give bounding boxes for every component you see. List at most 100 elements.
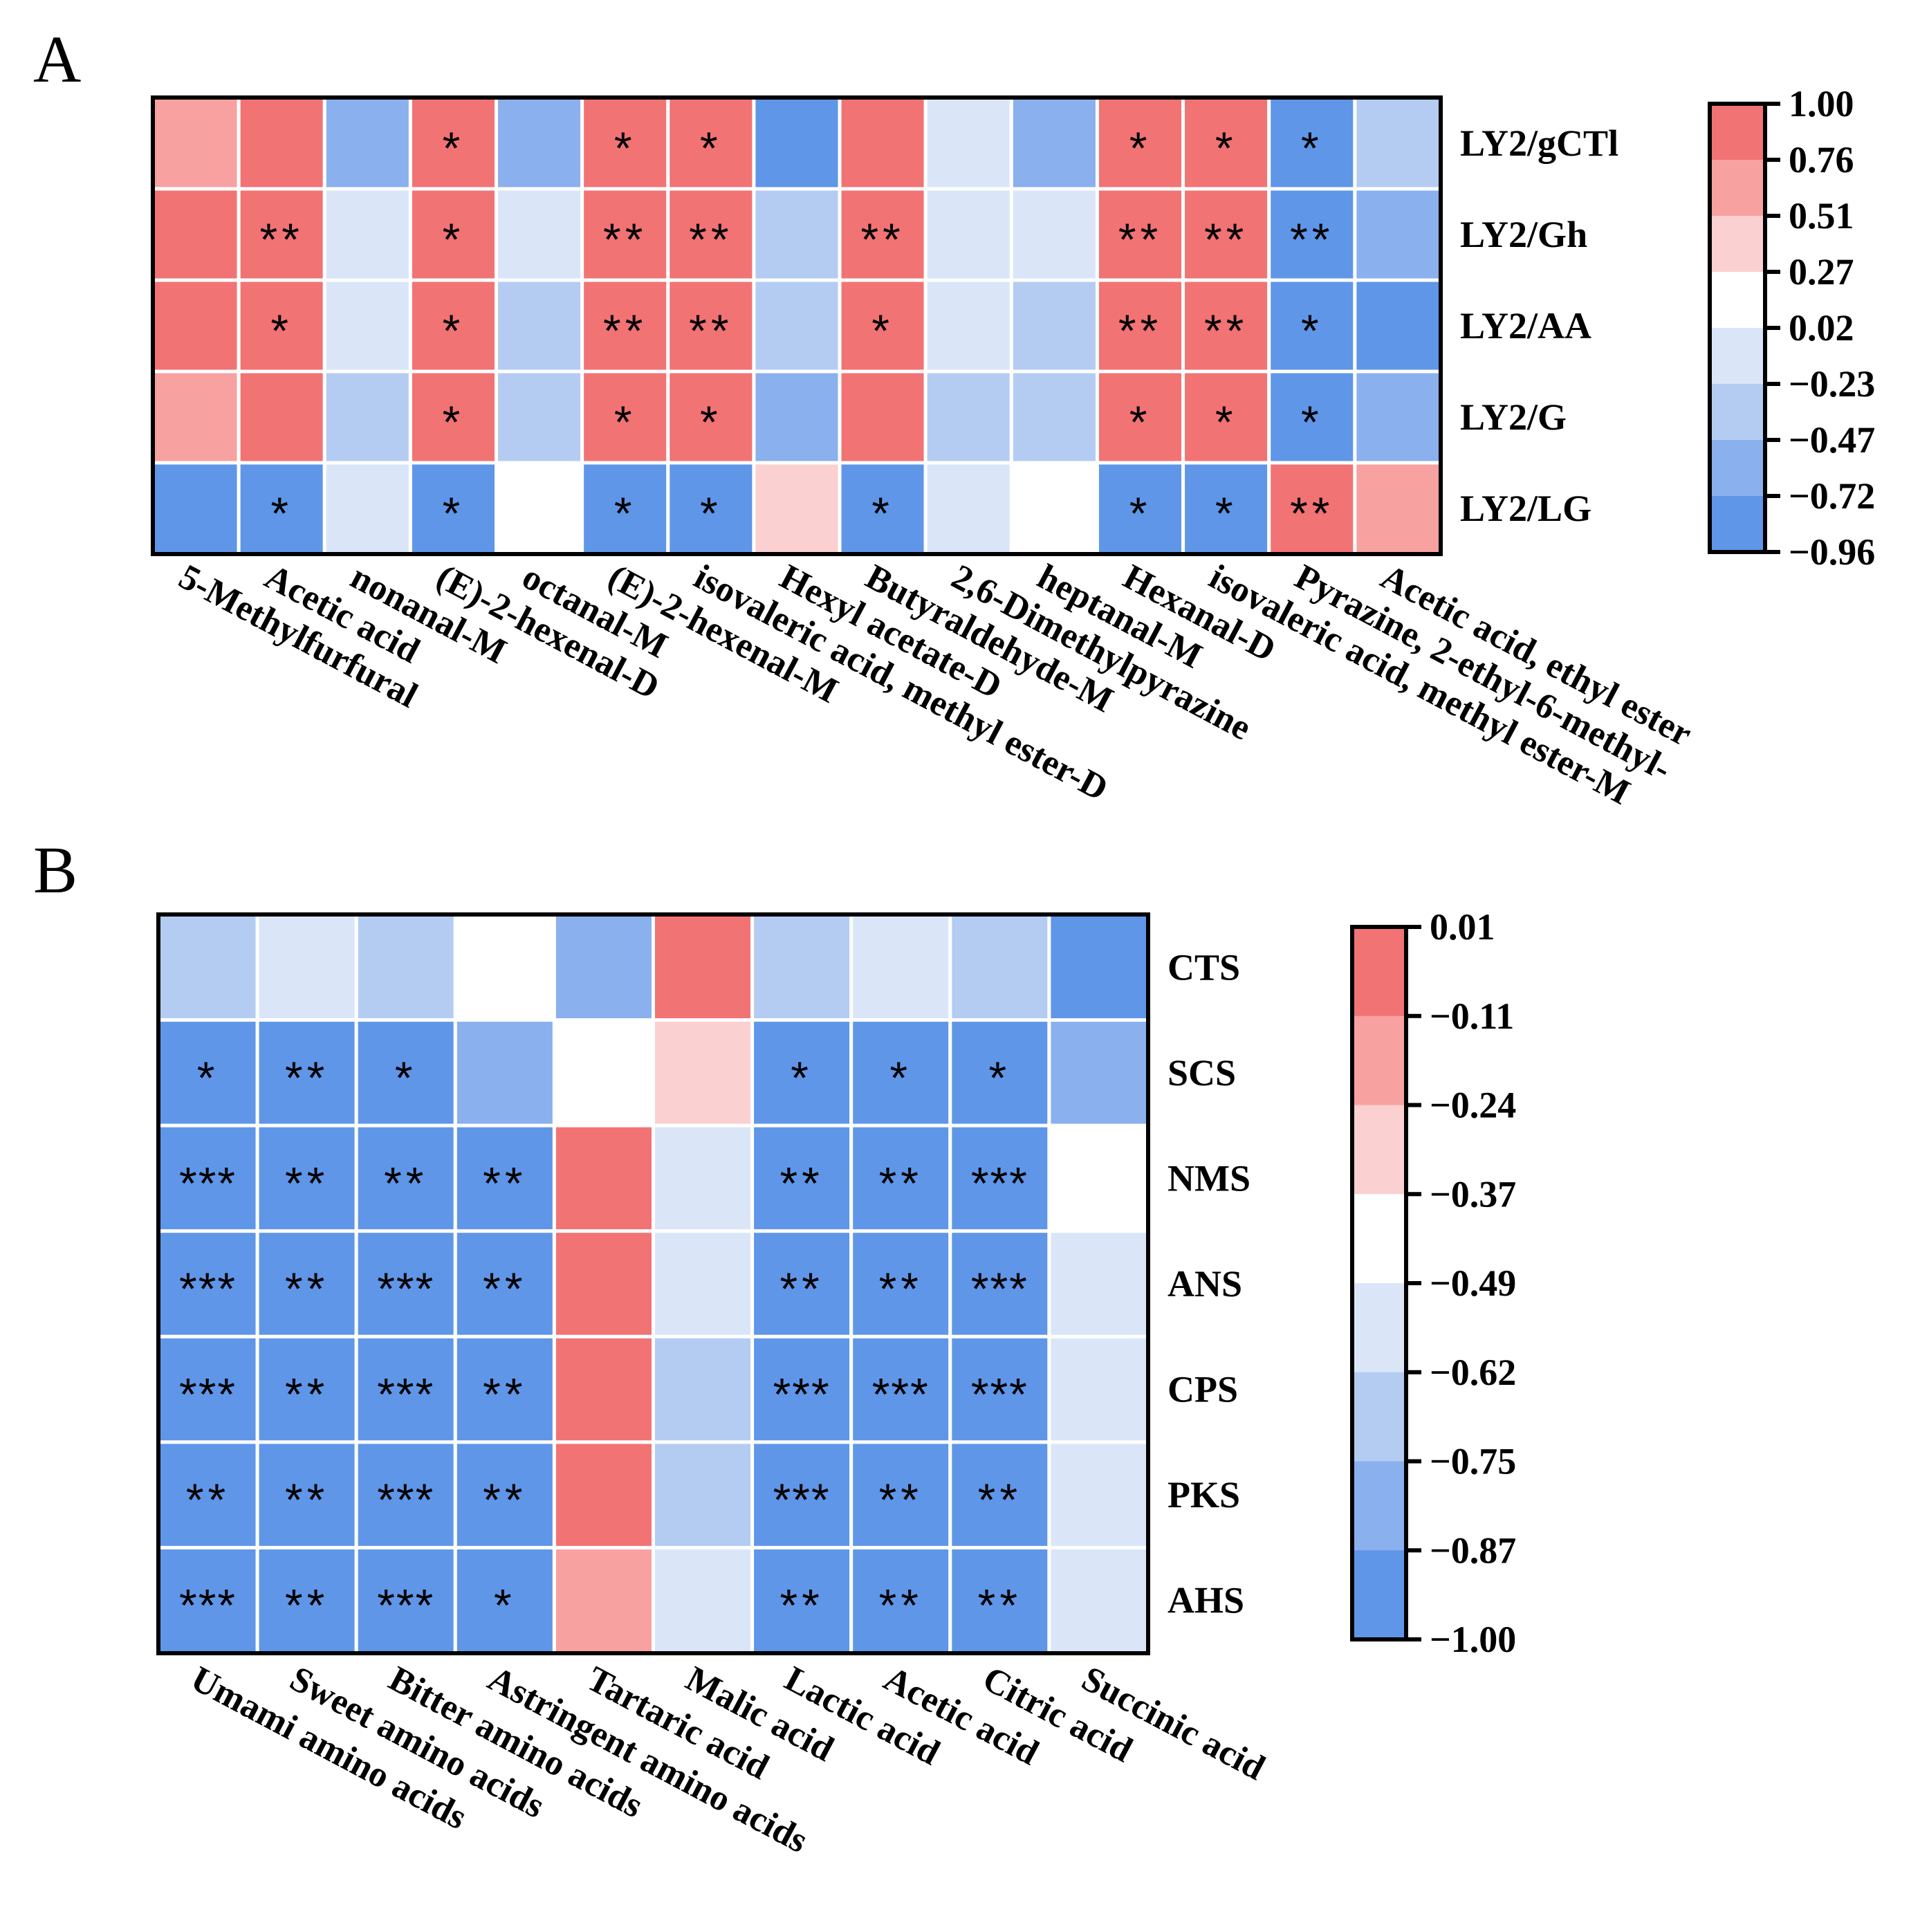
b-significance-3-3: ** <box>483 1263 526 1314</box>
b-frame <box>156 912 1150 1655</box>
b-cell-1-3 <box>453 1018 556 1128</box>
a-significance-3-3: * <box>443 396 465 448</box>
b-cell-3-9 <box>1047 1229 1150 1338</box>
b-significance-1-7: * <box>889 1052 912 1103</box>
b-colorbar-band-4 <box>1352 1283 1406 1373</box>
b-cell-4-9 <box>1047 1334 1150 1444</box>
a-cell-3-4 <box>495 369 584 465</box>
a-cell-0-9 <box>923 95 1013 191</box>
a-row-label-0: LY2/gCTl <box>1460 122 1618 164</box>
b-colorbar-tick-label-0: 0.01 <box>1430 906 1495 948</box>
b-significance-6-0: *** <box>179 1580 237 1631</box>
b-cell-0-5 <box>652 912 755 1022</box>
b-significance-6-3: * <box>494 1580 516 1631</box>
a-significance-2-1: * <box>270 305 293 356</box>
b-colorbar-tick-label-2: −0.24 <box>1430 1085 1516 1126</box>
a-significance-4-12: * <box>1215 488 1237 539</box>
b-cell-6-2 <box>354 1545 457 1655</box>
b-significance-1-2: * <box>395 1052 417 1103</box>
b-colorbar-band-5 <box>1352 1372 1406 1462</box>
a-colorbar-tick-label-8: −0.96 <box>1789 531 1875 573</box>
a-cell-1-11 <box>1095 187 1185 282</box>
a-significance-1-5: ** <box>603 214 647 265</box>
a-colorbar-band-5 <box>1710 384 1765 441</box>
a-frame <box>151 95 1443 556</box>
b-cell-2-0 <box>156 1123 259 1233</box>
a-colorbar-band-7 <box>1710 496 1765 553</box>
a-row-label-3: LY2/G <box>1460 396 1567 438</box>
b-significance-5-8: ** <box>978 1474 1022 1525</box>
b-significance-3-7: ** <box>879 1263 923 1314</box>
b-colorbar-tick-label-5: −0.62 <box>1430 1352 1516 1393</box>
b-cell-5-5 <box>652 1440 755 1549</box>
a-cell-0-7 <box>752 95 842 191</box>
b-cell-0-1 <box>255 912 358 1022</box>
a-cell-3-14 <box>1353 369 1443 465</box>
b-cell-3-5 <box>652 1229 755 1338</box>
b-significance-4-7: *** <box>872 1369 930 1420</box>
a-significance-0-3: * <box>443 122 465 174</box>
a-significance-2-8: * <box>871 305 894 356</box>
b-significance-6-6: ** <box>779 1580 823 1631</box>
a-significance-2-12: ** <box>1204 305 1248 356</box>
b-cell-5-1 <box>255 1440 358 1549</box>
a-cell-1-14 <box>1353 187 1443 282</box>
b-significance-4-6: *** <box>773 1369 831 1420</box>
a-cell-0-14 <box>1353 95 1443 191</box>
b-colorbar-band-2 <box>1352 1105 1406 1195</box>
a-significance-3-12: * <box>1215 396 1237 448</box>
a-significance-4-13: ** <box>1290 488 1333 539</box>
a-cell-0-2 <box>322 95 412 191</box>
b-colorbar-band-1 <box>1352 1015 1406 1105</box>
a-cell-1-3 <box>408 187 499 282</box>
b-significance-4-3: ** <box>483 1369 526 1420</box>
b-cell-4-8 <box>948 1334 1051 1444</box>
b-significance-3-0: *** <box>179 1263 237 1314</box>
a-significance-1-11: ** <box>1118 214 1162 265</box>
a-significance-3-13: * <box>1301 396 1323 448</box>
b-row-label-1: SCS <box>1167 1052 1236 1094</box>
b-cell-6-4 <box>552 1545 656 1655</box>
a-significance-3-5: * <box>614 396 636 448</box>
a-significance-2-13: * <box>1301 305 1323 356</box>
a-cell-1-9 <box>923 187 1013 282</box>
a-significance-3-6: * <box>700 396 722 448</box>
a-cell-4-2 <box>322 461 412 556</box>
a-cell-4-9 <box>923 461 1013 556</box>
panel-label-b: B <box>33 833 77 907</box>
panel-label-a: A <box>33 22 81 96</box>
b-colorbar-band-7 <box>1352 1550 1406 1640</box>
a-cell-2-4 <box>495 278 584 374</box>
b-significance-6-7: ** <box>879 1580 923 1631</box>
a-cell-2-3 <box>408 278 499 374</box>
b-row-label-2: NMS <box>1167 1157 1250 1199</box>
a-significance-4-11: * <box>1129 488 1152 539</box>
b-significance-6-8: ** <box>978 1580 1022 1631</box>
b-cell-2-4 <box>552 1123 656 1233</box>
b-cell-5-6 <box>750 1440 853 1549</box>
a-cell-3-9 <box>923 369 1013 465</box>
a-significance-4-8: * <box>871 488 894 539</box>
a-cell-4-1 <box>237 461 326 556</box>
b-significance-3-1: ** <box>285 1263 329 1314</box>
b-cell-3-2 <box>354 1229 457 1338</box>
a-cell-2-2 <box>322 278 412 374</box>
a-cell-4-0 <box>151 461 241 556</box>
a-colorbar-band-1 <box>1710 160 1765 217</box>
a-cell-1-10 <box>1009 187 1099 282</box>
b-cell-3-4 <box>552 1229 656 1338</box>
a-colorbar-tick-label-1: 0.76 <box>1789 139 1854 181</box>
a-cell-4-10 <box>1009 461 1099 556</box>
b-row-label-0: CTS <box>1167 946 1240 988</box>
a-cell-2-7 <box>752 278 842 374</box>
a-cell-3-7 <box>752 369 842 465</box>
a-cell-0-1 <box>237 95 326 191</box>
a-significance-0-12: * <box>1215 122 1237 174</box>
b-cell-0-6 <box>750 912 853 1022</box>
b-significance-1-0: * <box>197 1052 219 1103</box>
b-significance-2-6: ** <box>779 1157 823 1208</box>
b-significance-5-6: *** <box>773 1474 831 1525</box>
a-colorbar-tick-label-0: 1.00 <box>1789 83 1854 125</box>
b-significance-5-1: ** <box>285 1474 329 1525</box>
a-significance-0-5: * <box>614 122 636 174</box>
